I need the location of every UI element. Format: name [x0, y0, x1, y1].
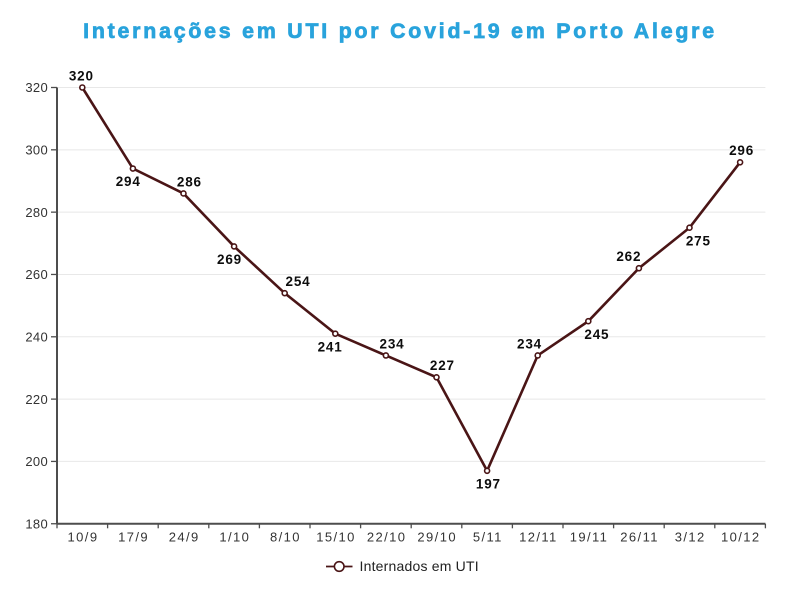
svg-text:200: 200 [25, 454, 48, 469]
svg-text:197: 197 [476, 476, 501, 491]
svg-text:234: 234 [380, 336, 405, 351]
svg-text:245: 245 [584, 327, 609, 342]
svg-text:29/10: 29/10 [417, 529, 457, 544]
svg-text:275: 275 [686, 233, 711, 248]
svg-text:10/9: 10/9 [68, 529, 99, 544]
svg-text:Internações em UTI por Covid-1: Internações em UTI por Covid-19 em Porto… [83, 19, 717, 43]
svg-text:10/12: 10/12 [721, 529, 761, 544]
svg-text:24/9: 24/9 [169, 529, 200, 544]
svg-text:26/11: 26/11 [620, 529, 659, 544]
svg-text:294: 294 [116, 174, 141, 189]
svg-text:3/12: 3/12 [675, 529, 706, 544]
svg-text:320: 320 [69, 68, 94, 83]
svg-text:17/9: 17/9 [118, 529, 149, 544]
svg-text:240: 240 [25, 329, 48, 344]
svg-text:220: 220 [25, 392, 48, 407]
svg-text:300: 300 [25, 143, 48, 158]
svg-text:269: 269 [217, 252, 242, 267]
svg-text:180: 180 [25, 516, 48, 531]
svg-text:15/10: 15/10 [316, 529, 356, 544]
svg-text:296: 296 [729, 143, 754, 158]
svg-text:1/10: 1/10 [219, 529, 250, 544]
svg-text:262: 262 [616, 249, 641, 264]
svg-text:227: 227 [430, 358, 455, 373]
svg-text:12/11: 12/11 [519, 529, 558, 544]
svg-text:320: 320 [25, 80, 48, 95]
svg-text:286: 286 [177, 174, 202, 189]
svg-text:22/10: 22/10 [367, 529, 407, 544]
svg-text:19/11: 19/11 [570, 529, 609, 544]
svg-text:241: 241 [318, 339, 343, 354]
svg-text:280: 280 [25, 205, 48, 220]
svg-text:260: 260 [25, 267, 48, 282]
svg-text:5/11: 5/11 [473, 529, 503, 544]
svg-text:Internados em UTI: Internados em UTI [360, 558, 479, 574]
svg-text:254: 254 [286, 274, 311, 289]
svg-text:234: 234 [517, 336, 542, 351]
svg-text:8/10: 8/10 [270, 529, 301, 544]
